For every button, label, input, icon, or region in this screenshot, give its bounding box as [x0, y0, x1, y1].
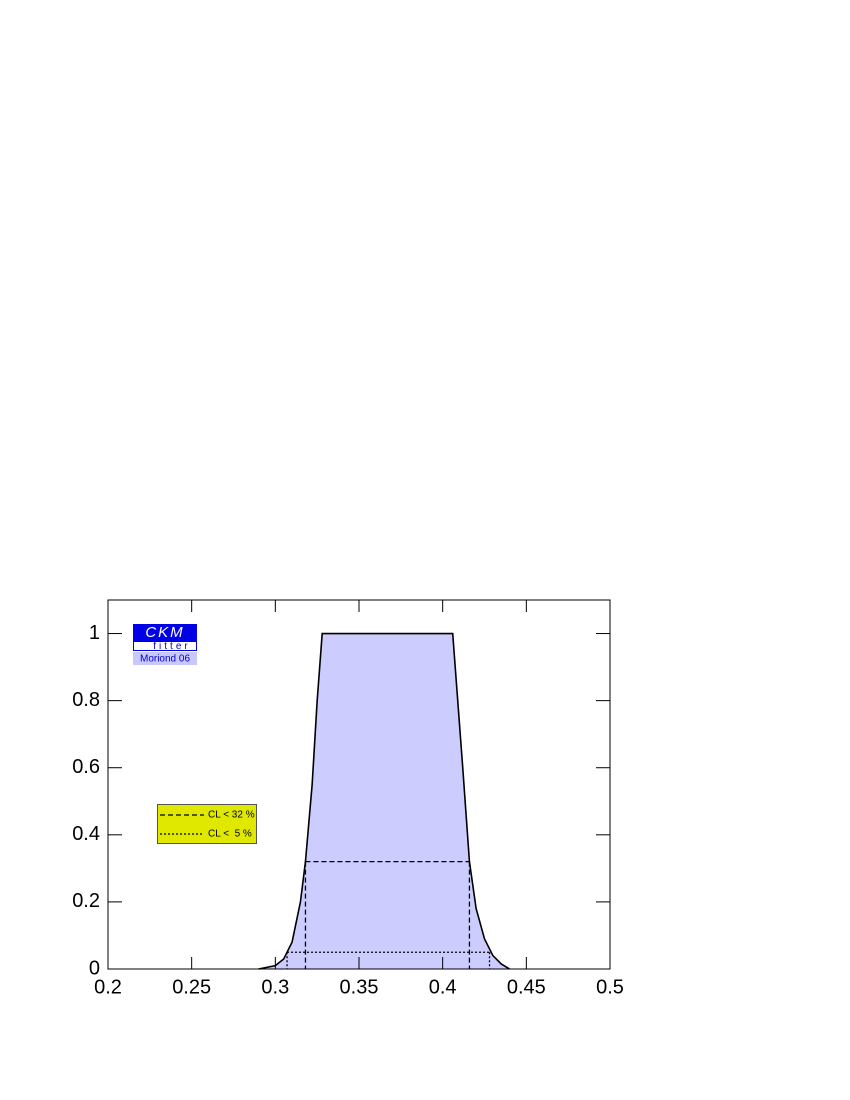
logo-tag-box [133, 652, 197, 665]
x-tick-label: 0.4 [429, 976, 457, 998]
y-tick-label: 0 [89, 957, 100, 979]
x-tick-label: 0.5 [596, 976, 624, 998]
area [258, 633, 510, 969]
legend-box [157, 804, 257, 844]
y-tick-label: 0.8 [72, 689, 100, 711]
legend-label: CL < 5 % [208, 829, 252, 840]
x-tick-label: 0.45 [507, 976, 546, 998]
x-tick-label: 0.3 [261, 976, 289, 998]
x-tick-label: 0.25 [172, 976, 211, 998]
y-tick-label: 1 [89, 622, 100, 644]
logo-tag: Moriond 06 [140, 654, 190, 665]
logo-box [133, 624, 197, 641]
logo-subtitle: fitter [153, 641, 190, 652]
line [258, 632, 511, 970]
logo-title: CKM [145, 624, 184, 641]
logo-sub-box [133, 641, 197, 651]
y-tick-label: 0.4 [72, 823, 100, 845]
x-tick-label: 0.35 [340, 976, 379, 998]
legend-label: CL < 32 % [208, 810, 255, 821]
y-tick-label: 0.2 [72, 890, 100, 912]
y-tick-label: 0.6 [72, 756, 100, 778]
x-tick-label: 0.2 [94, 976, 122, 998]
